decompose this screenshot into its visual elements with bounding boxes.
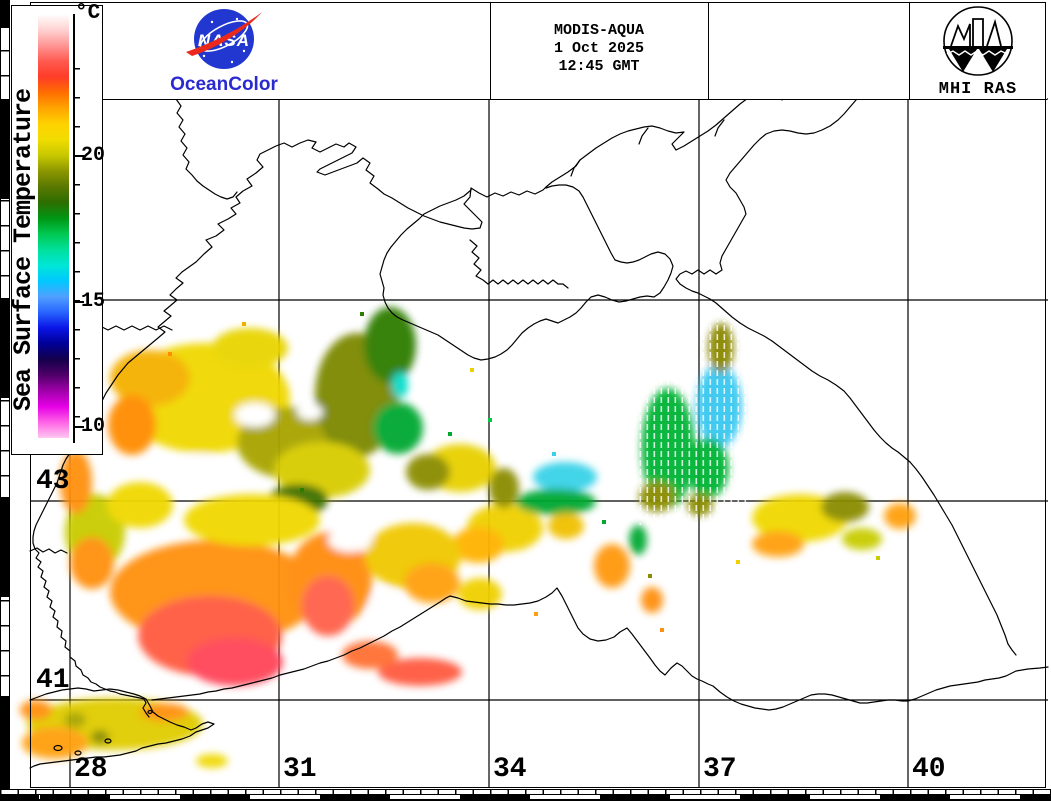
satellite-name: MODIS-AQUA	[553, 22, 644, 39]
observation-date: 1 Oct 2025	[553, 40, 644, 57]
longitude-ruler-fine	[0, 789, 1051, 795]
latitude-ruler	[0, 0, 10, 789]
lat-label-41: 41	[36, 665, 70, 696]
oceancolor-label: OceanColor	[170, 74, 278, 95]
header-divider-1	[490, 2, 491, 99]
colorbar-gradient	[38, 14, 69, 438]
lat-label-43: 43	[36, 466, 70, 497]
lon-label-37: 37	[703, 754, 737, 785]
header-divider-3	[909, 2, 910, 99]
lon-label-31: 31	[283, 754, 317, 785]
colorbar-tick-20	[73, 155, 84, 157]
mhi-ras-logo: MHI RAS	[909, 2, 1047, 99]
mhi-ras-label: MHI RAS	[938, 80, 1018, 99]
colorbar-minor-ticks	[73, 68, 80, 436]
colorbar-title: Sea Surface Temperature	[9, 88, 38, 412]
header-strip: NASA OceanColor MODIS-AQUA 1 Oct 2025 12…	[31, 2, 1047, 100]
colorbar-label-20: 20	[81, 144, 106, 167]
observation-time: 12:45 GMT	[558, 58, 640, 75]
colorbar-unit: °C	[75, 2, 101, 25]
colorbar-tick-10	[73, 426, 84, 428]
mhi-ras-icon	[943, 6, 1013, 76]
colorbar-label-15: 15	[81, 290, 106, 313]
longitude-ruler-coarse	[0, 795, 1051, 801]
nasa-oceancolor-logo: NASA OceanColor	[144, 6, 304, 98]
latitude-ruler-cap	[0, 0, 10, 28]
sst-data-layer	[20, 307, 916, 768]
nasa-logo-icon: NASA	[186, 9, 262, 69]
scanline-artifact	[638, 320, 750, 525]
sst-colorbar: Sea Surface Temperature 20 15 10 °C	[9, 2, 105, 455]
lon-label-34: 34	[493, 754, 527, 785]
observation-info: MODIS-AQUA 1 Oct 2025 12:45 GMT	[490, 22, 708, 76]
header-divider-2	[708, 2, 709, 99]
sst-speckles	[168, 312, 880, 632]
lon-label-40: 40	[912, 754, 946, 785]
colorbar-tick-15	[73, 301, 84, 303]
colorbar-label-10: 10	[81, 415, 106, 438]
longitude-ruler	[0, 789, 1051, 801]
lon-label-28: 28	[74, 754, 108, 785]
